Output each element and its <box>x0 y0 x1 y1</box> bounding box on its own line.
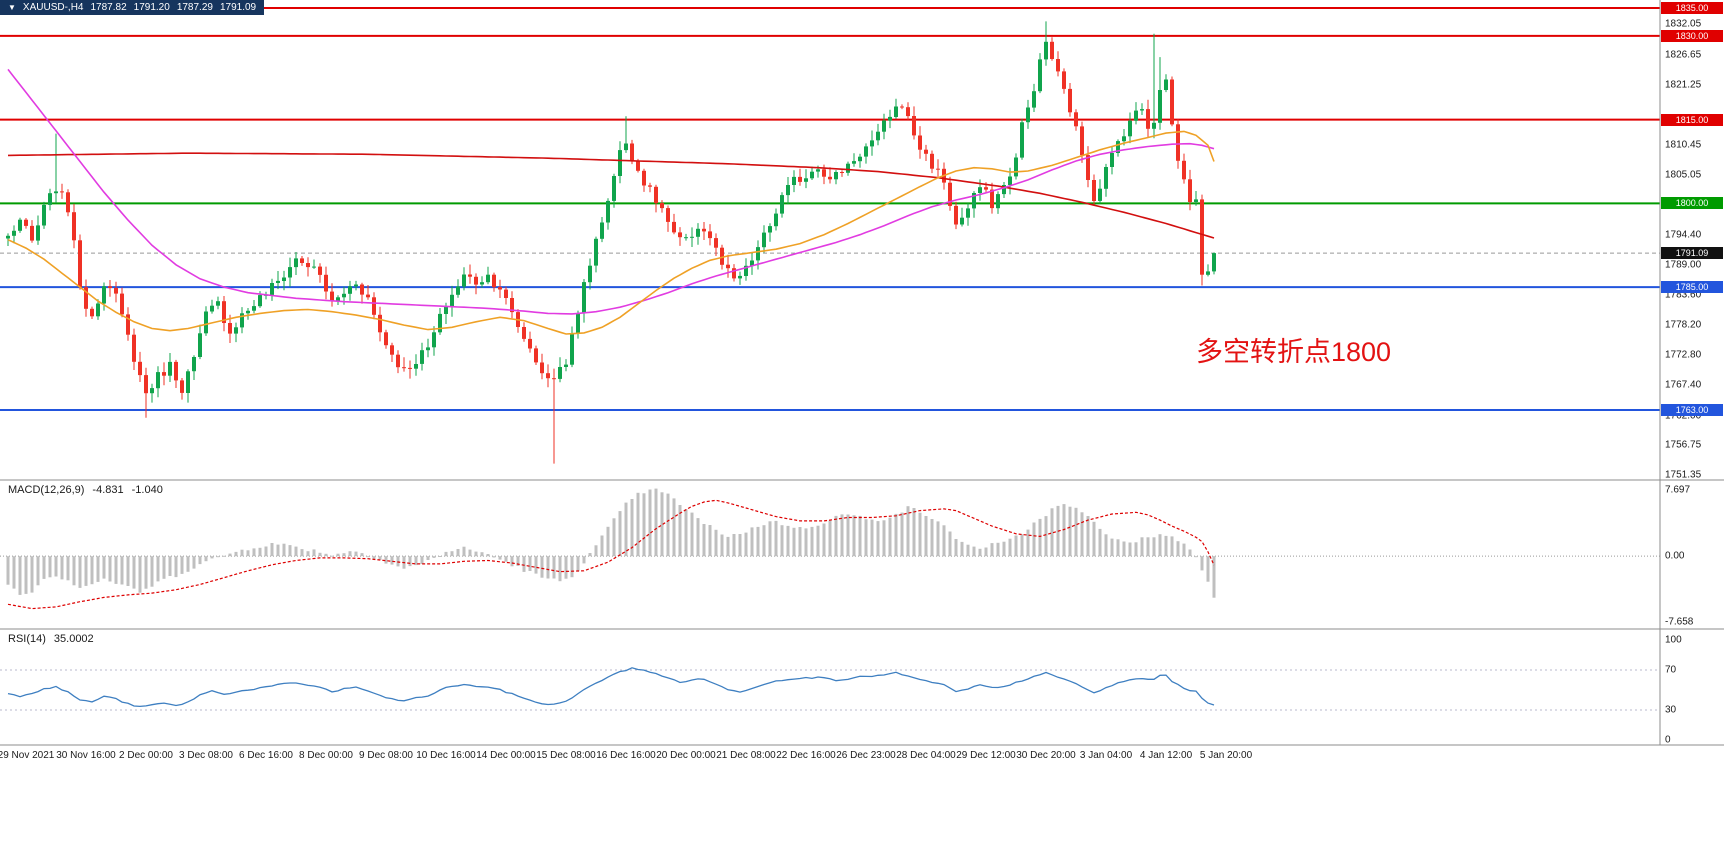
rsi-line <box>7 667 1215 708</box>
high-value: 1791.20 <box>133 2 170 13</box>
separators <box>0 0 1724 746</box>
ma-mid-magenta <box>7 68 1215 315</box>
low-value: 1787.29 <box>176 2 213 13</box>
rsi-value: 35.0002 <box>53 633 94 645</box>
open-value: 1787.82 <box>90 2 127 13</box>
candles-layer <box>6 21 1216 464</box>
ma-fast-orange <box>7 130 1215 335</box>
hlines-layer <box>0 7 1660 411</box>
symbol-label: XAUUSD-,H4 <box>22 2 84 13</box>
rsi-indicator-label: RSI(14) 35.0002 <box>8 633 94 645</box>
close-value: 1791.09 <box>219 2 257 13</box>
macd-name: MACD(12,26,9) <box>8 484 85 496</box>
macd-signal-value: -1.040 <box>131 484 163 496</box>
ma-slow-red <box>7 152 1215 239</box>
rsi-panel <box>0 667 1660 711</box>
symbol-info-bar: ▼ XAUUSD-,H4 1787.82 1791.20 1787.29 179… <box>0 0 265 15</box>
ma-lines-layer <box>7 68 1215 335</box>
macd-main-value: -4.831 <box>92 484 124 496</box>
macd-panel <box>0 488 1660 610</box>
macd-signal-line <box>7 499 1215 610</box>
macd-indicator-label: MACD(12,26,9) -4.831 -1.040 <box>8 484 163 496</box>
trade-note-annotation: 多空转折点1800 <box>1196 337 1392 367</box>
dropdown-arrow-icon[interactable]: ▼ <box>8 3 16 12</box>
rsi-name: RSI(14) <box>8 633 46 645</box>
